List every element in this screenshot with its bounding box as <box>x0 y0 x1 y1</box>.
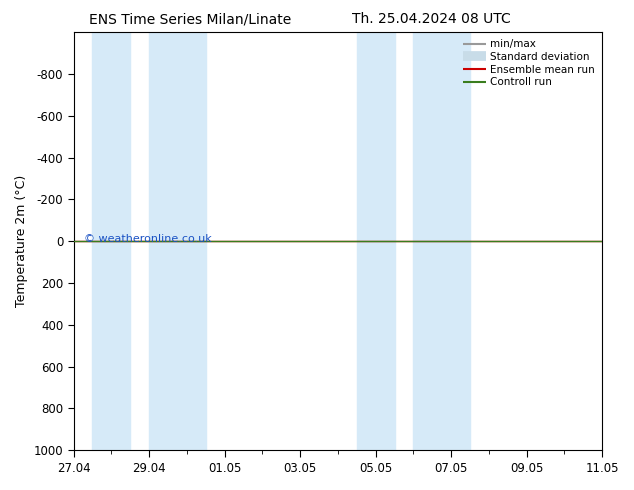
Bar <box>149 32 206 450</box>
Text: Th. 25.04.2024 08 UTC: Th. 25.04.2024 08 UTC <box>352 12 510 26</box>
Bar <box>413 32 470 450</box>
Text: © weatheronline.co.uk: © weatheronline.co.uk <box>84 234 212 244</box>
Bar <box>93 32 130 450</box>
Y-axis label: Temperature 2m (°C): Temperature 2m (°C) <box>15 175 28 307</box>
Legend: min/max, Standard deviation, Ensemble mean run, Controll run: min/max, Standard deviation, Ensemble me… <box>461 37 597 89</box>
Bar <box>357 32 394 450</box>
Text: ENS Time Series Milan/Linate: ENS Time Series Milan/Linate <box>89 12 292 26</box>
